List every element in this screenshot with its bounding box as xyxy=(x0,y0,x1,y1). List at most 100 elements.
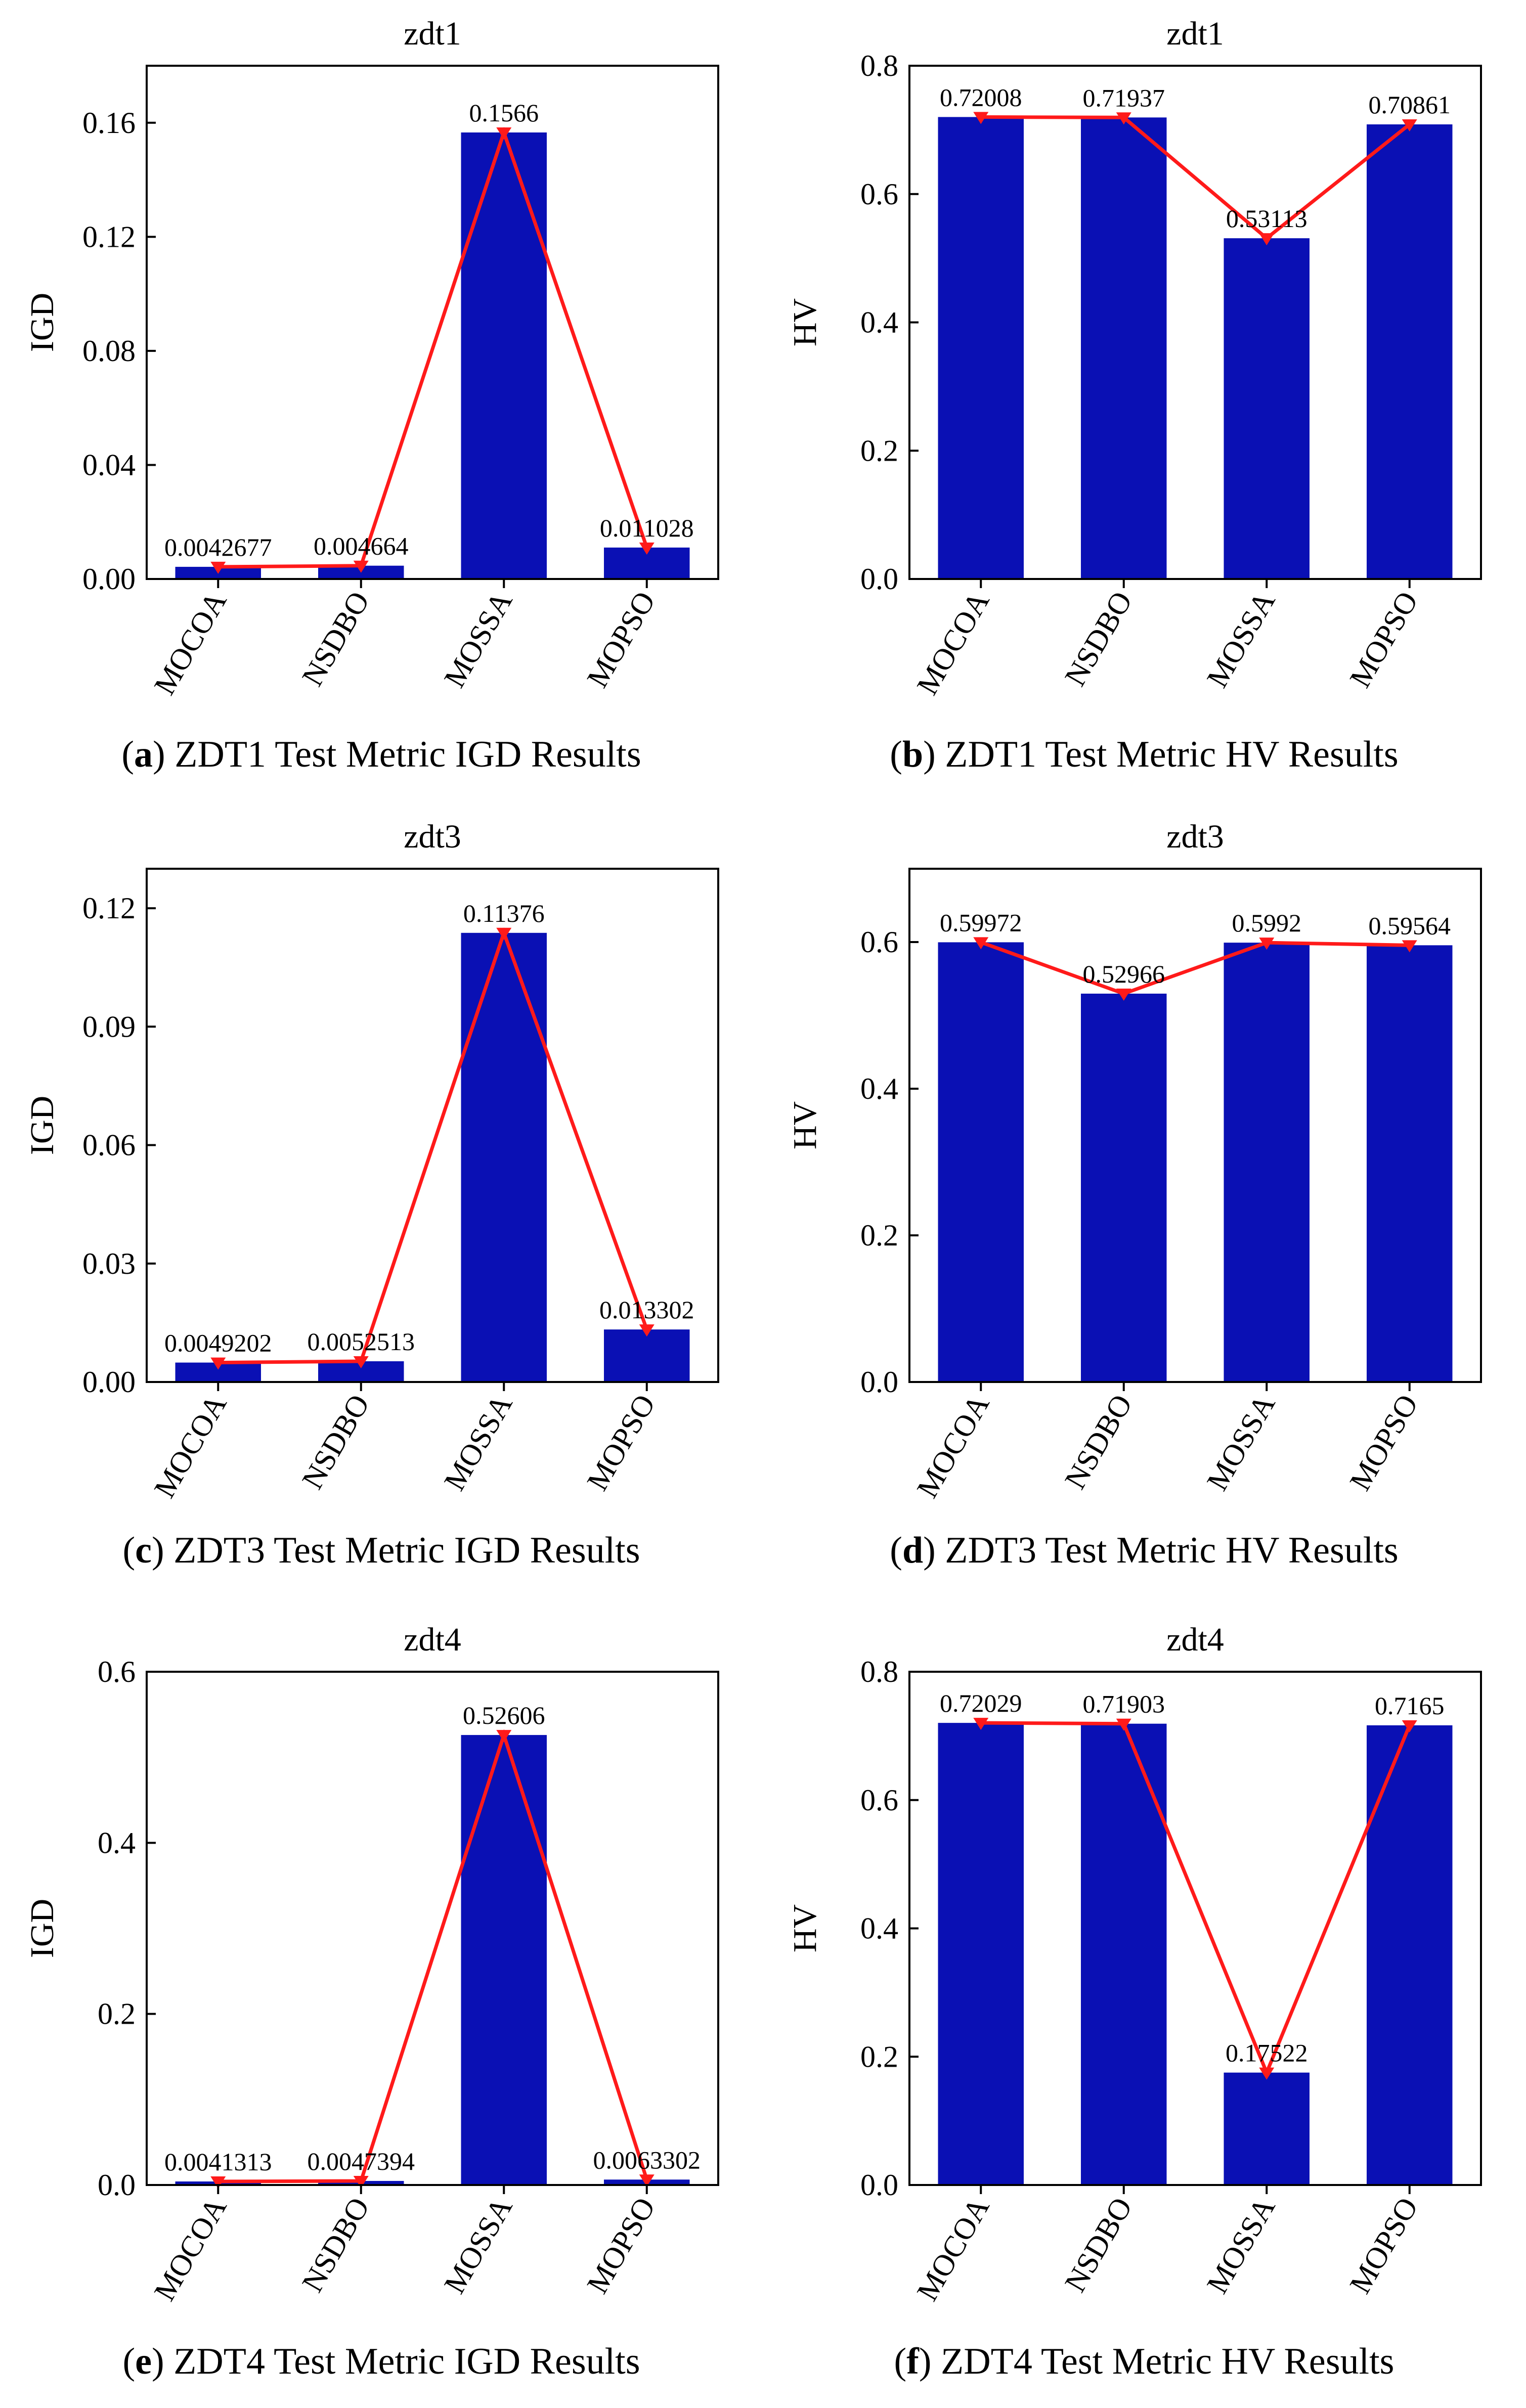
caption-letter-f: f xyxy=(906,2341,919,2382)
y-axis-label: HV xyxy=(787,298,823,346)
y-axis-label: IGD xyxy=(24,1096,61,1155)
marker-nsdbo xyxy=(1116,1718,1131,1731)
data-label: 0.013302 xyxy=(599,1296,694,1324)
y-tick-label: 0.2 xyxy=(98,1997,136,2031)
data-label: 0.70861 xyxy=(1369,91,1451,119)
x-tick-label: NSDBO xyxy=(295,2192,376,2298)
marker-mocoa xyxy=(973,1718,989,1730)
caption-letter-b: b xyxy=(902,734,924,775)
marker-nsdbo xyxy=(353,560,369,573)
y-axis-label: HV xyxy=(787,1904,823,1952)
caption-letter-c: c xyxy=(135,1530,152,1571)
y-axis-label: HV xyxy=(787,1101,823,1149)
x-tick-label: MOPSO xyxy=(1343,2192,1424,2299)
y-tick-label: 0.4 xyxy=(98,1826,136,1859)
data-label: 0.71903 xyxy=(1083,1690,1165,1718)
marker-mopso xyxy=(639,2174,655,2187)
chart-panel-d: zdt3 0.59972 0.52966 0.5992 0.59564 0.0 0.2 0.4… xyxy=(763,803,1525,1606)
data-label: 0.0041313 xyxy=(164,2148,272,2176)
x-tick-label: MOSSA xyxy=(1200,586,1282,693)
data-label: 0.0049202 xyxy=(164,1329,272,1357)
marker-mossa xyxy=(496,927,512,940)
y-tick-label: 0.0 xyxy=(98,2168,136,2202)
x-tick-label: NSDBO xyxy=(295,586,376,692)
caption-text-f: ZDT4 Test Metric HV Results xyxy=(931,2341,1394,2382)
marker-mocoa xyxy=(973,112,989,124)
y-tick-label: 0.08 xyxy=(82,334,136,368)
data-label: 0.0063302 xyxy=(593,2146,701,2174)
chart-title: zdt4 xyxy=(404,1621,461,1658)
x-tick-label: MOSSA xyxy=(438,1389,519,1496)
bar-mocoa xyxy=(938,1723,1024,2185)
x-tick-label: MOPSO xyxy=(580,2192,662,2299)
y-tick-label: 0.2 xyxy=(860,1219,898,1252)
marker-mocoa xyxy=(210,1357,226,1370)
plot-frame xyxy=(908,868,1482,1383)
caption-c: (c) ZDT3 Test Metric IGD Results xyxy=(122,1530,640,1571)
y-tick-label: 0.4 xyxy=(860,306,898,339)
bar-mopso xyxy=(1367,124,1453,579)
y-tick-label: 0.00 xyxy=(82,1365,136,1399)
x-tick-label: MOCOA xyxy=(148,1389,233,1503)
x-tick-label: MOSSA xyxy=(1200,1389,1282,1496)
x-tick-label: MOCOA xyxy=(910,2192,996,2306)
chart-svg-d: zdt3 0.59972 0.52966 0.5992 0.59564 0.0 0.2 0.4… xyxy=(787,818,1482,1503)
y-tick-label: 0.4 xyxy=(860,1072,898,1105)
caption-letter-e: e xyxy=(135,2341,152,2382)
y-tick-label: 0.0 xyxy=(860,2168,898,2202)
y-tick-label: 0.03 xyxy=(82,1247,136,1280)
y-tick-label: 0.0 xyxy=(860,1365,898,1399)
y-tick-label: 0.00 xyxy=(82,562,136,596)
data-label: 0.1566 xyxy=(469,99,539,127)
data-label: 0.7165 xyxy=(1375,1691,1445,1720)
x-tick-label: MOPSO xyxy=(580,586,662,693)
y-tick-label: 0.12 xyxy=(82,891,136,925)
x-tick-label: MOCOA xyxy=(910,1389,996,1503)
plot-frame xyxy=(146,1671,719,2186)
bar-mopso xyxy=(604,1329,690,1382)
data-label: 0.0052513 xyxy=(308,1327,415,1356)
series-line xyxy=(218,1729,649,2183)
marker-nsdbo xyxy=(353,1356,369,1368)
y-tick-label: 0.2 xyxy=(860,434,898,467)
data-label: 0.0047394 xyxy=(308,2147,415,2175)
x-tick-label: MOSSA xyxy=(1200,2192,1282,2299)
caption-text-b: ZDT1 Test Metric HV Results xyxy=(935,734,1399,775)
x-tick-label: NSDBO xyxy=(295,1389,376,1495)
y-tick-label: 0.09 xyxy=(82,1010,136,1043)
x-tick-label: MOPSO xyxy=(1343,586,1424,693)
caption-e: (e) ZDT4 Test Metric IGD Results xyxy=(122,2341,640,2382)
data-label: 0.011028 xyxy=(600,514,694,542)
y-axis-label: IGD xyxy=(24,1899,61,1958)
caption-d: (d) ZDT3 Test Metric HV Results xyxy=(890,1530,1399,1571)
chart-title: zdt4 xyxy=(1166,1621,1224,1658)
marker-mopso xyxy=(639,542,655,555)
caption-f: (f) ZDT4 Test Metric HV Results xyxy=(894,2341,1394,2382)
caption-text-c: ZDT3 Test Metric IGD Results xyxy=(164,1530,640,1571)
series-line xyxy=(981,1721,1411,2077)
marker-mossa xyxy=(1259,2067,1275,2080)
series-line xyxy=(218,927,649,1365)
chart-panel-c: zdt3 0.0049202 0.0052513 0.11376 0.013302 0.0… xyxy=(0,803,763,1606)
chart-panel-e: zdt4 0.0041313 0.0047394 0.52606 0.0063302 0.… xyxy=(0,1606,763,2408)
bar-mossa xyxy=(1224,2072,1310,2185)
marker-mossa xyxy=(1259,938,1275,950)
chart-panel-f: zdt4 0.72029 0.71903 0.17522 0.7165 0.0 0.2 0.4… xyxy=(763,1606,1525,2408)
series-line xyxy=(218,126,649,569)
chart-svg-f: zdt4 0.72029 0.71903 0.17522 0.7165 0.0 0.2 0.4… xyxy=(787,1621,1482,2306)
bar-mossa xyxy=(1224,943,1310,1382)
chart-title: zdt1 xyxy=(1166,15,1224,52)
data-label: 0.52606 xyxy=(463,1701,545,1729)
x-tick-label: MOPSO xyxy=(580,1389,662,1496)
x-tick-label: NSDBO xyxy=(1058,1389,1139,1495)
data-label: 0.004664 xyxy=(314,532,409,560)
y-tick-label: 0.8 xyxy=(860,49,898,82)
data-label: 0.0042677 xyxy=(164,533,272,561)
x-tick-label: MOCOA xyxy=(148,586,233,700)
x-tick-label: MOSSA xyxy=(438,586,519,693)
marker-mopso xyxy=(639,1324,655,1337)
marker-nsdbo xyxy=(1116,988,1131,1001)
caption-text-e: ZDT4 Test Metric IGD Results xyxy=(164,2341,640,2382)
marker-mossa xyxy=(1259,233,1275,246)
y-tick-label: 0.6 xyxy=(860,1783,898,1817)
